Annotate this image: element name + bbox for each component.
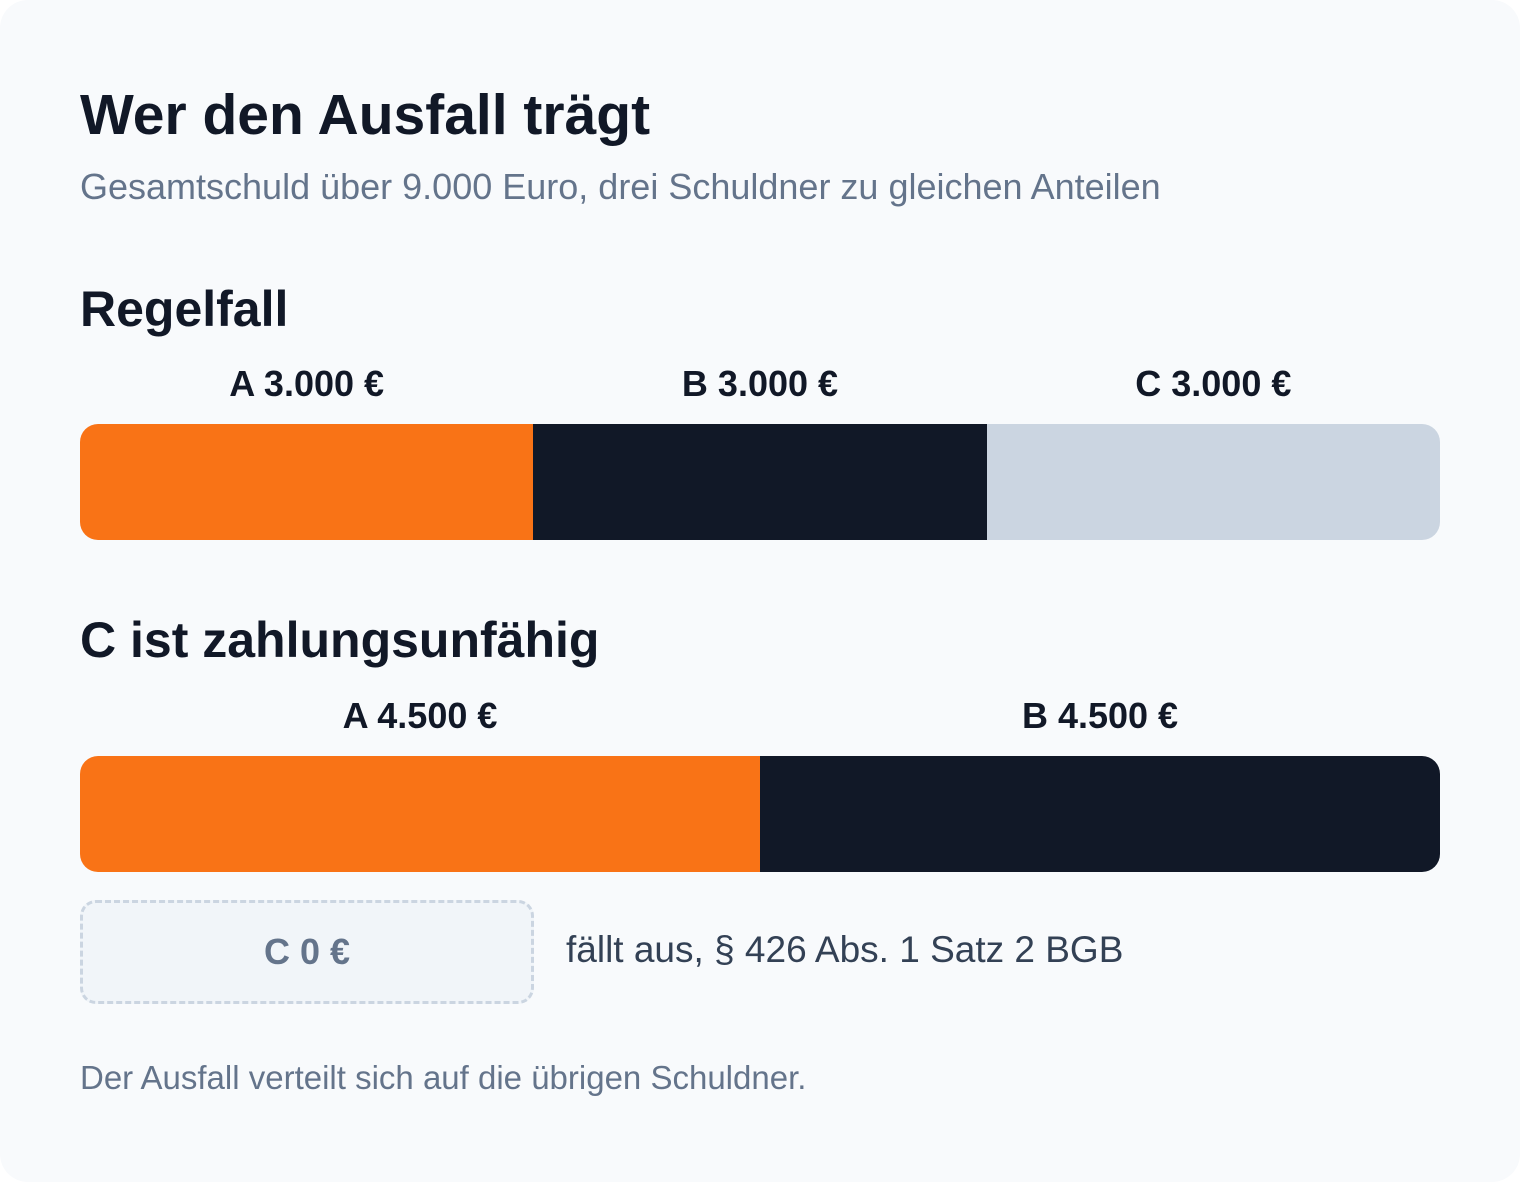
section-heading-regelfall: Regelfall: [80, 281, 289, 337]
bar-segment-b: [760, 756, 1440, 872]
excluded-debtor-box: C 0 €: [80, 900, 534, 1004]
section-heading-ausfall: C ist zahlungsunfähig: [80, 612, 600, 668]
segment-label-a: A 4.500 €: [342, 695, 498, 736]
segment-label-b: B 4.500 €: [1021, 695, 1179, 736]
bar-segment-a: [80, 756, 760, 872]
excluded-debtor-label: C 0 €: [263, 931, 351, 972]
footer-note: Der Ausfall verteilt sich auf die übrige…: [80, 1059, 807, 1096]
page-title: Wer den Ausfall trägt: [80, 83, 651, 147]
stacked-bar-ausfall: [80, 756, 1440, 872]
segment-label-b: B 3.000 €: [681, 363, 839, 404]
segment-label-a: A 3.000 €: [229, 363, 385, 404]
bar-segment-b: [533, 424, 987, 540]
bar-segment-a: [80, 424, 534, 540]
stacked-bar-regelfall: [80, 424, 1440, 540]
legal-note: fällt aus, § 426 Abs. 1 Satz 2 BGB: [566, 929, 1124, 970]
segment-label-c: C 3.000 €: [1135, 363, 1292, 404]
page-subtitle: Gesamtschuld über 9.000 Euro, drei Schul…: [80, 166, 1161, 207]
bar-segment-c: [986, 424, 1440, 540]
